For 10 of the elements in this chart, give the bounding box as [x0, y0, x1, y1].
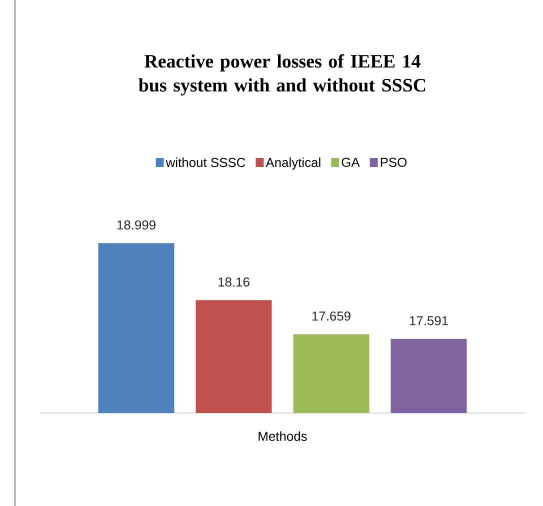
- legend-label: without SSSC: [166, 158, 246, 168]
- legend-label: Analytical: [266, 158, 320, 170]
- data-label: 18.16: [218, 277, 250, 287]
- legend-label: GA: [342, 158, 360, 167]
- data-label: 17.591: [410, 316, 448, 326]
- legend-label: PSO: [380, 158, 407, 167]
- x-axis-title: Methods: [258, 431, 307, 441]
- chart-title: Reactive power losses of IEEE 14 bus system with and without SSSC: [138, 54, 426, 96]
- data-label: 17.659: [312, 311, 350, 321]
- data-label: 18.999: [117, 220, 156, 230]
